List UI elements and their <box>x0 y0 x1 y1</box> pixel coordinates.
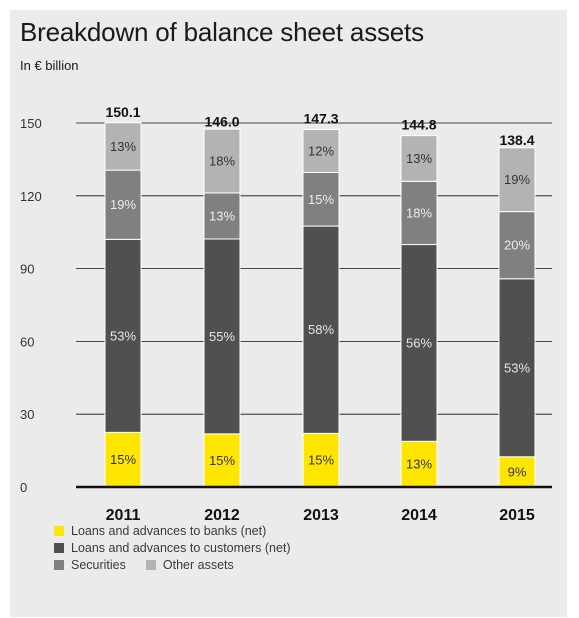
legend-label: Loans and advances to customers (net) <box>71 540 291 555</box>
y-tick-label: 0 <box>20 480 27 495</box>
x-tick-label: 2013 <box>303 507 339 524</box>
bar-percent-label: 58% <box>308 322 334 337</box>
bar-percent-label: 55% <box>209 329 235 344</box>
legend-row: Loans and advances to customers (net) <box>54 539 311 556</box>
legend-item: Loans and advances to customers (net) <box>54 541 291 555</box>
bar-segment <box>400 135 438 182</box>
legend-row: Securities Other assets <box>54 556 311 573</box>
bar-percent-label: 13% <box>110 139 136 154</box>
legend-item: Securities <box>54 558 126 572</box>
bar-total-label: 146.0 <box>204 114 239 130</box>
legend-swatch <box>145 559 156 570</box>
bar-percent-label: 20% <box>504 238 530 253</box>
bar-percent-label: 13% <box>406 151 432 166</box>
legend-label: Securities <box>71 557 126 572</box>
bar-percent-label: 12% <box>308 143 334 158</box>
bar-percent-label: 9% <box>508 464 527 479</box>
legend-swatch <box>54 525 64 536</box>
bar-segment <box>302 225 340 434</box>
bar-segment <box>104 169 142 240</box>
legend-label: Loans and advances to banks (net) <box>71 523 267 538</box>
bar-percent-label: 13% <box>209 208 235 223</box>
legend-swatch <box>54 559 64 570</box>
chart-panel <box>10 10 567 617</box>
bar-segment <box>302 432 340 488</box>
bar-segment <box>302 129 340 173</box>
bar-percent-label: 53% <box>110 328 136 343</box>
x-tick-label: 2011 <box>106 507 141 524</box>
bar-segment <box>203 433 241 488</box>
bar-segment <box>104 122 142 171</box>
legend-item: Loans and advances to banks (net) <box>54 524 266 538</box>
bar-segment <box>203 192 241 240</box>
y-tick-label: 150 <box>20 116 42 131</box>
chart-title: Breakdown of balance sheet assets <box>20 17 424 47</box>
chart-legend: Loans and advances to banks (net) Loans a… <box>54 522 311 573</box>
legend-label: Other assets <box>162 557 234 572</box>
y-tick-label: 120 <box>20 189 42 204</box>
bar-total-label: 144.8 <box>401 117 436 133</box>
bar-percent-label: 15% <box>209 453 235 468</box>
bar-segment <box>400 440 438 488</box>
bar-segment <box>104 238 142 433</box>
bar-percent-label: 19% <box>110 197 136 212</box>
x-tick-label: 2014 <box>401 507 437 524</box>
y-tick-label: 90 <box>20 262 34 277</box>
bar-segment <box>498 147 536 213</box>
x-tick-label: 2015 <box>499 507 535 524</box>
bar-total-label: 150.1 <box>105 104 140 120</box>
bar-total-label: 138.4 <box>499 132 534 148</box>
bar-total-label: 147.3 <box>303 111 338 127</box>
bar-percent-label: 18% <box>406 205 432 220</box>
bar-percent-label: 15% <box>308 453 334 468</box>
x-tick-label: 2012 <box>204 507 240 524</box>
legend-item: Other assets <box>145 557 234 572</box>
bar-segment <box>400 244 438 442</box>
bar-segment <box>498 211 536 280</box>
bar-segment <box>498 456 536 488</box>
bar-percent-label: 56% <box>406 335 432 350</box>
bar-percent-label: 15% <box>308 192 334 207</box>
bar-percent-label: 13% <box>406 457 432 472</box>
chart-subtitle: In € billion <box>20 58 79 73</box>
y-tick-label: 60 <box>20 334 34 349</box>
bar-percent-label: 53% <box>504 360 530 375</box>
bar-segment <box>104 431 142 488</box>
y-tick-label: 30 <box>20 407 34 422</box>
bar-segment <box>203 238 241 435</box>
bar-percent-label: 15% <box>110 452 136 467</box>
legend-swatch <box>54 542 64 553</box>
bar-percent-label: 19% <box>504 172 530 187</box>
bar-percent-label: 18% <box>209 154 235 169</box>
bar-segment <box>203 128 241 194</box>
legend-row: Loans and advances to banks (net) <box>54 522 311 539</box>
